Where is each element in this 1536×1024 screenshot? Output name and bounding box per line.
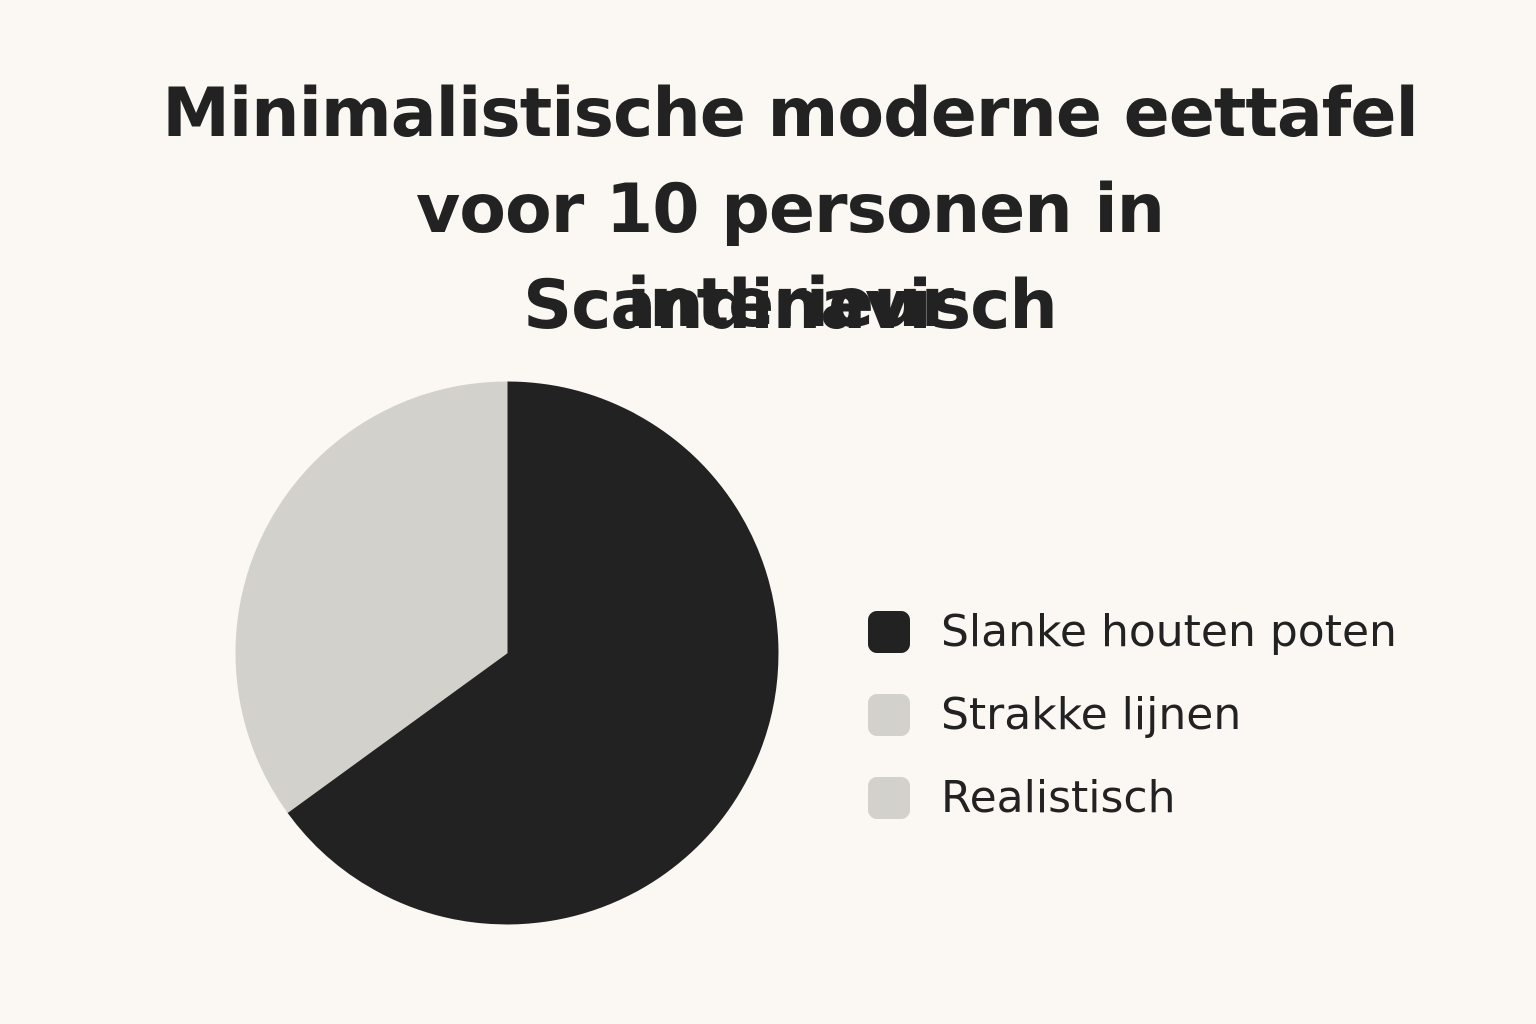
legend-item-realistisch: Realistisch <box>868 756 1488 839</box>
legend-label-strakke-lijnen: Strakke lijnen <box>941 688 1242 740</box>
legend-item-strakke-lijnen: Strakke lijnen <box>868 673 1488 756</box>
chart-title-line-2: voor 10 personen in Scandinavisch <box>415 170 1165 345</box>
pie-slice-strakke-lijnen <box>235 381 508 813</box>
legend: Slanke houten poten Strakke lijnen Reali… <box>868 590 1488 839</box>
legend-label-slanke-houten-poten: Slanke houten poten <box>941 605 1397 657</box>
legend-label-realistisch: Realistisch <box>941 771 1176 823</box>
chart-title-line-3: interieur <box>626 264 954 343</box>
chart-title-line-1: Minimalistische moderne eettafel <box>162 74 1419 153</box>
legend-swatch-slanke-houten-poten <box>868 610 910 653</box>
legend-swatch-strakke-lijnen <box>868 693 910 736</box>
pie-slice-slanke-houten-poten <box>287 381 779 925</box>
legend-swatch-realistisch <box>868 776 910 819</box>
legend-item-slanke-houten-poten: Slanke houten poten <box>868 590 1488 673</box>
